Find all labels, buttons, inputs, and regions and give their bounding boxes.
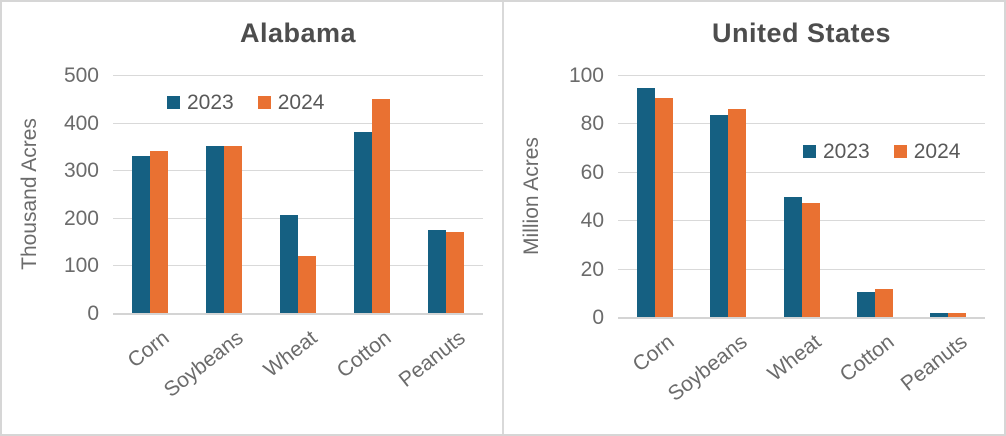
- gridline: [113, 313, 483, 315]
- y-tick-label: 60: [580, 161, 604, 184]
- bar-cluster-wheat: [784, 197, 820, 317]
- bar-2023-corn: [637, 88, 655, 317]
- x-category-label: Cotton: [332, 326, 396, 383]
- bar-2024-corn: [150, 151, 168, 313]
- legend-label: 2023: [823, 140, 870, 163]
- legend-label: 2024: [277, 91, 325, 114]
- bar-cluster-wheat: [280, 215, 316, 313]
- bar-2023-cotton: [354, 132, 372, 313]
- bar-2023-wheat: [784, 197, 802, 317]
- x-category-label: Peanuts: [896, 330, 972, 396]
- gridline: [113, 218, 483, 219]
- bar-2024-soybeans: [224, 146, 242, 313]
- bar-2023-soybeans: [710, 115, 728, 317]
- bar-cluster-corn: [132, 151, 168, 313]
- legend-swatch-icon: [167, 96, 180, 109]
- y-tick-label: 0: [87, 302, 99, 325]
- bar-2024-wheat: [802, 203, 820, 317]
- bar-cluster-soybeans: [206, 146, 242, 313]
- y-tick-label: 40: [580, 209, 604, 232]
- x-category-label: Wheat: [763, 330, 826, 386]
- y-tick-label: 400: [63, 112, 99, 135]
- gridline: [113, 123, 483, 124]
- legend-swatch-icon: [893, 145, 907, 158]
- bar-cluster-corn: [637, 88, 673, 317]
- bar-2024-corn: [655, 98, 673, 317]
- x-category-label: Soybeans: [159, 326, 248, 402]
- bar-2023-soybeans: [206, 146, 224, 313]
- y-axis-title-wrap: Thousand Acres: [12, 75, 48, 313]
- y-tick-label: 0: [592, 306, 604, 329]
- legend-label: 2023: [187, 91, 234, 114]
- legend-swatch-icon: [803, 145, 816, 158]
- gridline: [618, 317, 985, 319]
- bar-cluster-cotton: [857, 289, 893, 317]
- legend-swatch-icon: [257, 96, 271, 109]
- x-category-label: Wheat: [259, 326, 322, 382]
- bar-2023-corn: [132, 156, 150, 313]
- panel-divider: [502, 2, 504, 434]
- legend: 2023 2024: [167, 92, 324, 113]
- chart-title-united-states: United States: [711, 18, 892, 48]
- bar-cluster-soybeans: [710, 109, 746, 317]
- gridline: [113, 75, 483, 76]
- chart-title-alabama: Alabama: [239, 18, 357, 48]
- legend: 2023 2024: [803, 141, 960, 162]
- bar-2024-peanuts: [948, 313, 966, 317]
- bar-2024-wheat: [298, 256, 316, 313]
- y-tick-label: 200: [63, 207, 99, 230]
- chart-panel-alabama: Alabama Thousand Acres 2023 2024 0 100 200 3…: [2, 2, 502, 434]
- bar-2024-cotton: [372, 99, 390, 313]
- gridline: [618, 75, 985, 76]
- gridline: [618, 123, 985, 124]
- legend-item-2024: 2024: [257, 91, 325, 114]
- y-tick-label: 100: [568, 64, 604, 87]
- bar-cluster-cotton: [354, 99, 390, 313]
- bar-2023-wheat: [280, 215, 298, 313]
- x-category-label: Cotton: [835, 330, 899, 387]
- y-tick-label: 80: [580, 112, 604, 135]
- y-tick-label: 100: [63, 254, 99, 277]
- plot-area: 2023 2024: [618, 75, 985, 319]
- y-axis-title: Thousand Acres: [18, 118, 42, 270]
- bar-2024-peanuts: [446, 232, 464, 313]
- plot-area: 2023 2024: [113, 75, 483, 315]
- x-category-label: Corn: [123, 326, 174, 373]
- x-category-label: Peanuts: [394, 326, 470, 392]
- y-axis-title-wrap: Million Acres: [514, 75, 550, 317]
- legend-item-2023: 2023: [167, 92, 234, 113]
- bar-2024-soybeans: [728, 109, 746, 317]
- gridline: [113, 170, 483, 171]
- y-tick-label: 300: [63, 159, 99, 182]
- y-axis-title: Million Acres: [520, 137, 543, 255]
- y-tick-label: 20: [580, 258, 604, 281]
- bar-2023-peanuts: [930, 313, 948, 317]
- chart-panel-united-states: United States Million Acres 2023 2024 0 20…: [504, 2, 1004, 434]
- bar-cluster-peanuts: [428, 230, 464, 313]
- legend-item-2024: 2024: [893, 140, 961, 163]
- legend-label: 2024: [913, 140, 961, 163]
- legend-item-2023: 2023: [803, 141, 870, 162]
- y-tick-label: 500: [63, 64, 99, 87]
- bar-2024-cotton: [875, 289, 893, 317]
- bar-2023-cotton: [857, 292, 875, 317]
- x-category-label: Corn: [628, 330, 679, 377]
- bar-2023-peanuts: [428, 230, 446, 313]
- gridline: [618, 172, 985, 173]
- bar-cluster-peanuts: [930, 313, 966, 317]
- x-category-label: Soybeans: [663, 330, 752, 406]
